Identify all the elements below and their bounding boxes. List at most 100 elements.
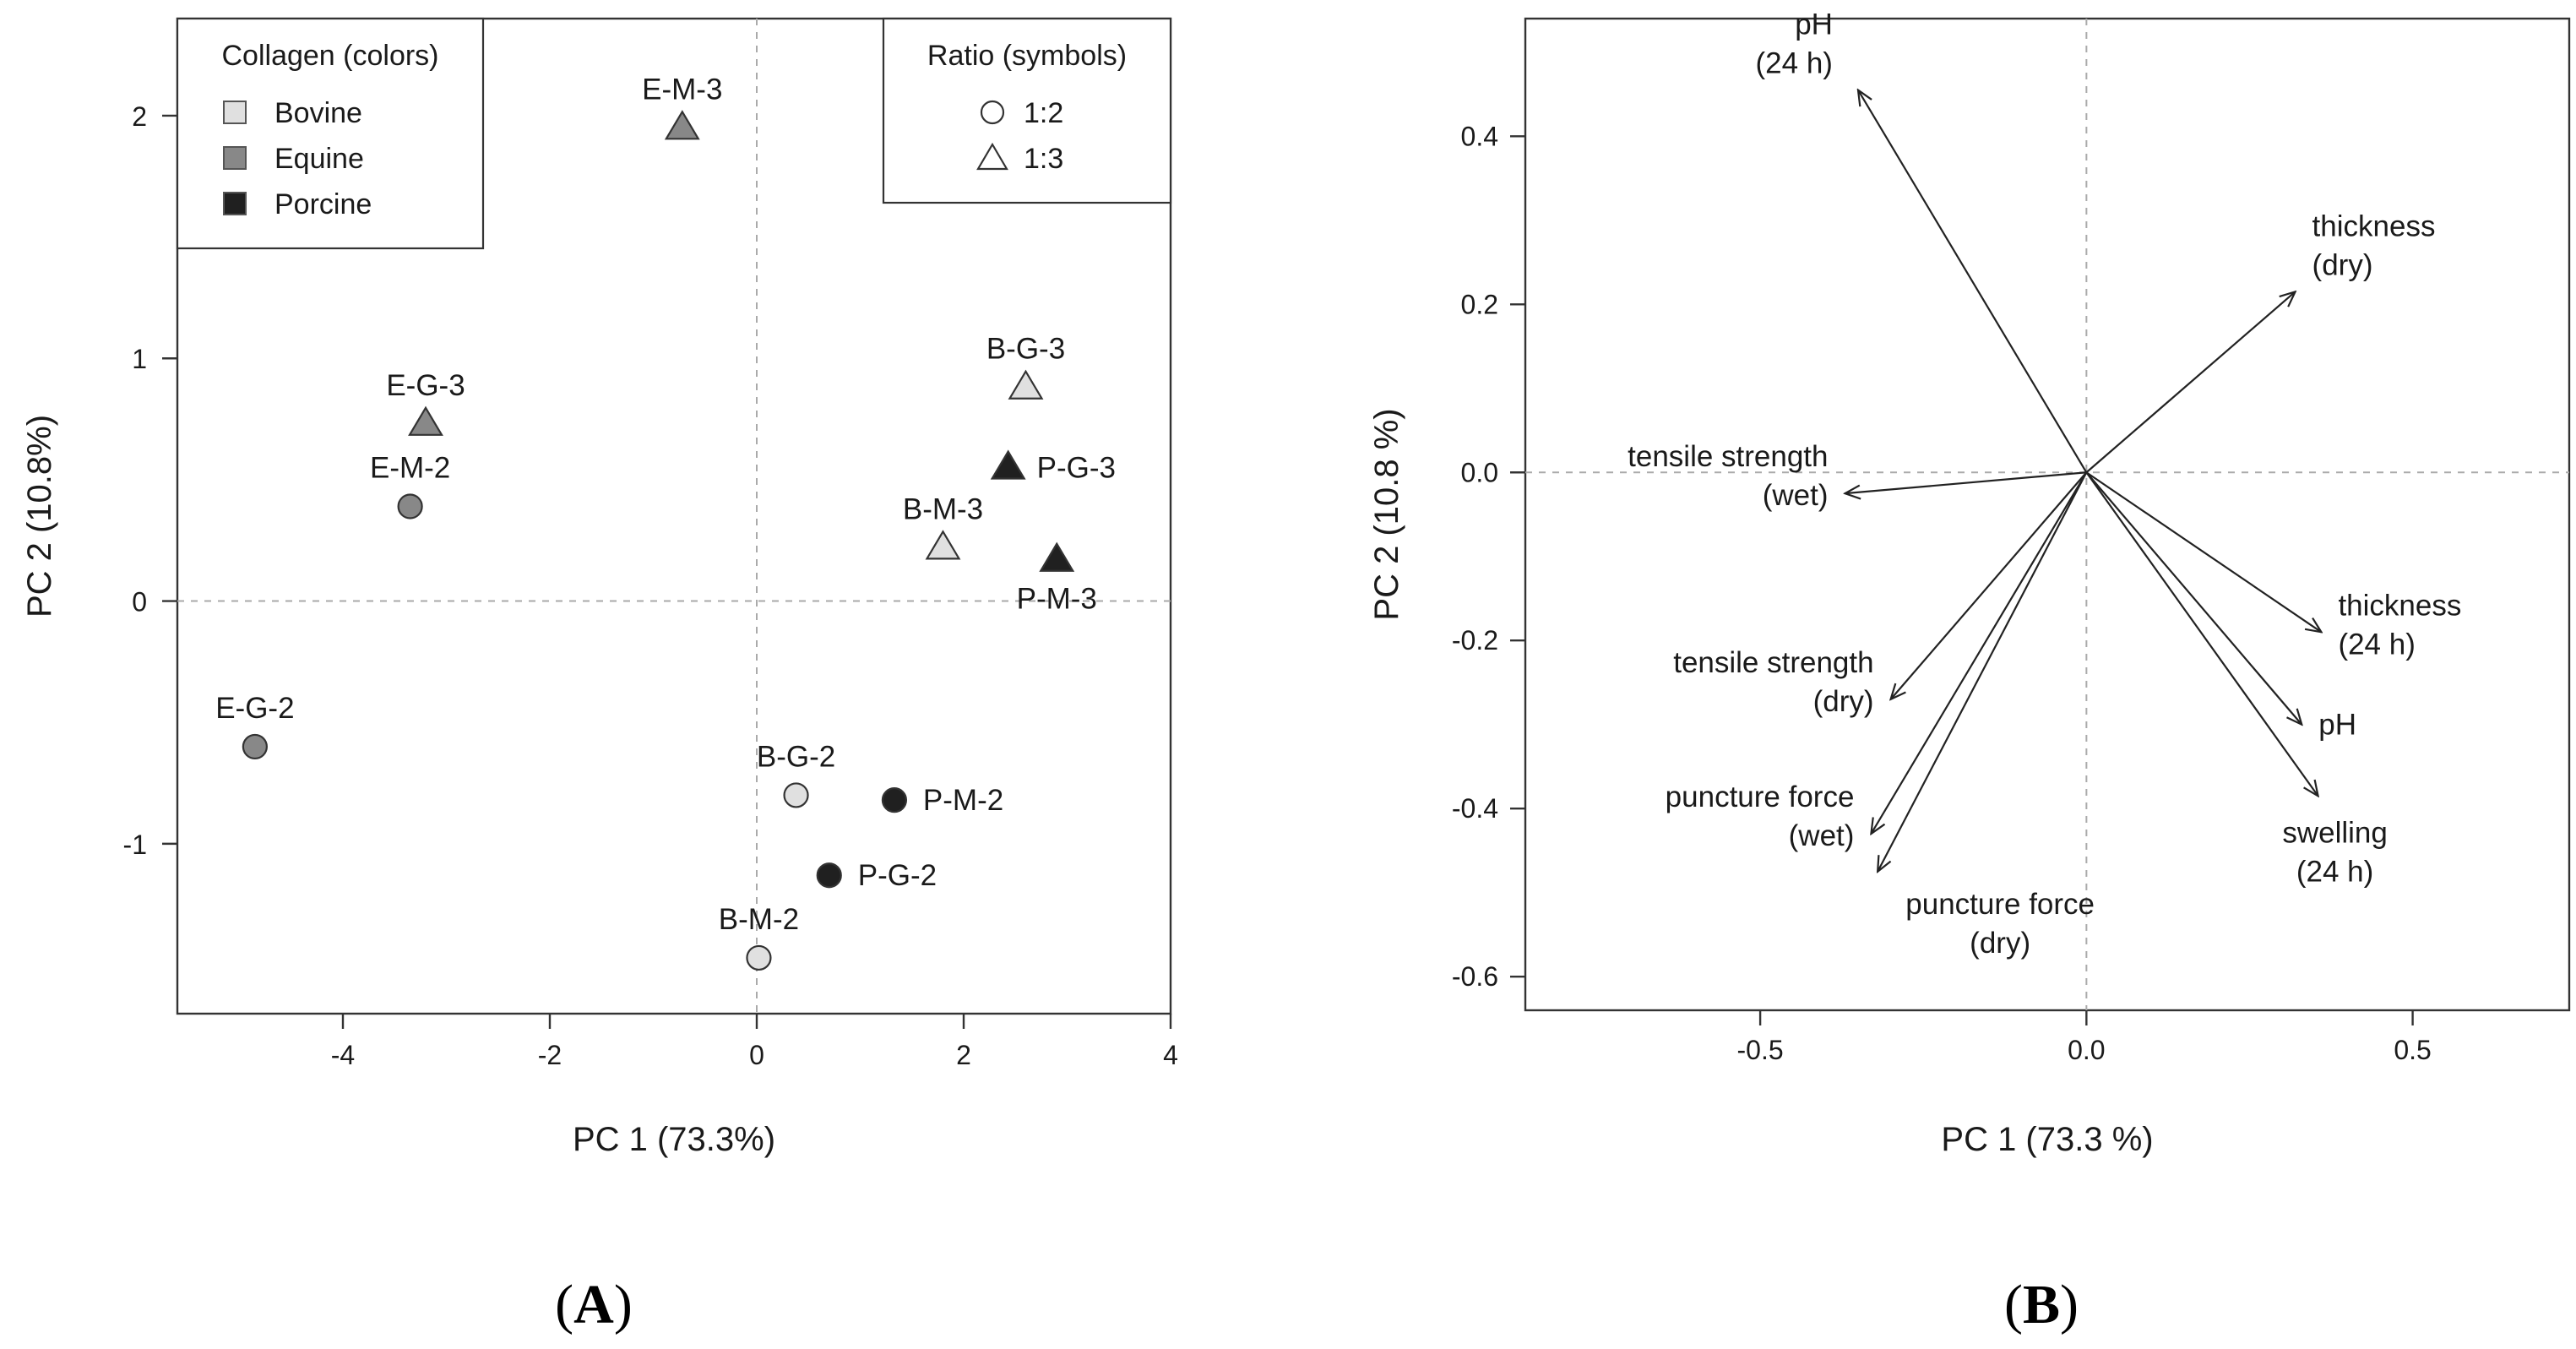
loading-label-line: pH [1795,8,1833,41]
legend-swatch [223,146,247,170]
x-tick-label: -2 [538,1040,562,1070]
loading-label: thickness (24 h) [2338,589,2461,661]
point-p-m-2 [881,787,908,813]
loading-label: tensile strength (dry) [1673,646,1873,718]
loading-arrow [1858,90,2088,473]
point-p-g-3 [990,449,1026,480]
loading-label-line: (wet) [1763,479,1829,512]
point-e-g-3 [408,405,443,436]
legend-label: Porcine [274,188,372,220]
chart-a-frame [176,17,1172,1015]
loading-label: pH [2318,709,2356,742]
loading-label: puncture force (wet) [1666,781,1855,852]
y-tick-label: 0.2 [1461,289,1498,319]
loading-arrow [2085,471,2321,632]
point-label: P-G-3 [1037,452,1116,485]
loading-label-line: tensile strength [1628,440,1828,473]
legend-collagen-title: Collagen (colors) [222,40,439,72]
point-p-g-2 [816,862,842,889]
loading-arrow [1845,471,2087,493]
loading-label: swelling (24 h) [2282,816,2388,888]
loading-label-line: (dry) [1970,927,2030,960]
loading-label-line: puncture force [1666,781,1855,813]
point-label: B-G-2 [757,740,835,773]
y-tick-label: -0.4 [1452,793,1498,824]
loading-label-line: pH [2318,709,2356,742]
point-label: B-M-3 [903,492,983,525]
legend-label: 1:3 [1024,143,1063,175]
loading-label-line: (dry) [1813,685,1874,718]
x-axis-title: PC 1 (73.3 %) [1941,1121,2153,1158]
chart-a: -4 -2 0 2 4 -1 0 1 2 PC 1 (73.3%) PC 2 (10.8%) Coll… [21,17,1178,1158]
loading-label-line: tensile strength [1673,646,1873,679]
loading-label-line: (24 h) [2296,855,2373,888]
loading-label: thickness (dry) [2312,209,2436,281]
loading-label-line: (24 h) [1756,47,1833,80]
point-label: B-G-3 [986,333,1065,366]
point-label: P-M-2 [923,784,1003,817]
y-tick-label: 0 [132,587,147,617]
y-tick-label: 1 [132,344,147,374]
chart-b-frame [1524,17,2571,1012]
point-label: B-M-2 [719,903,799,936]
legend-collagen: Collagen (colors) Bovine Equine Porcine [176,17,485,250]
point-label: E-G-3 [386,369,465,402]
legend-swatch [223,101,247,124]
loading-label-line: puncture force [1905,888,2095,921]
legend-triangle-icon [976,142,1008,171]
point-p-m-3 [1039,541,1075,572]
point-label: P-M-3 [1017,583,1097,616]
loading-label: puncture force (dry) [1905,888,2095,960]
loading-arrow [1871,471,2088,834]
y-tick-label: -0.6 [1452,961,1498,992]
x-axis-title: PC 1 (73.3%) [573,1121,775,1158]
x-tick-label: 0 [749,1040,764,1070]
loading-label-line: thickness [2338,589,2461,622]
y-tick-label: 0.4 [1461,121,1498,151]
legend-ratio: Ratio (symbols) 1:2 1:3 [882,17,1172,204]
point-b-m-3 [925,530,961,560]
loading-arrow [1891,471,2088,699]
legend-label: Bovine [274,97,362,129]
loading-label: pH (24 h) [1756,8,1833,80]
loading-label-line: (wet) [1789,819,1855,852]
point-label: P-G-2 [858,859,937,892]
y-tick-label: -1 [123,830,147,860]
loading-label-line: (24 h) [2338,628,2415,661]
point-label: E-M-2 [370,452,450,485]
y-tick-label: 0.0 [1461,457,1498,487]
point-e-m-3 [664,110,700,140]
point-label: E-G-2 [215,692,294,725]
loading-arrow [2085,471,2302,724]
panel-label-b: (B) [2004,1274,2079,1335]
point-b-g-2 [783,782,809,808]
legend-ratio-title: Ratio (symbols) [927,40,1127,72]
x-tick-label: -0.5 [1737,1035,1784,1065]
y-tick-label: 2 [132,101,147,132]
legend-label: Equine [274,143,364,175]
y-tick-label: -0.2 [1452,625,1498,655]
loading-label-line: (dry) [2312,248,2373,281]
panel-label-a: (A) [555,1274,633,1335]
legend-swatch [223,192,247,215]
x-tick-label: 4 [1163,1040,1178,1070]
legend-ratio-box [882,17,1172,204]
loading-arrow [2085,291,2295,474]
loading-arrow [1878,471,2088,872]
point-e-m-2 [397,493,423,519]
loading-label-line: thickness [2312,209,2436,242]
x-tick-label: 2 [956,1040,971,1070]
loading-arrow [2085,471,2318,796]
point-b-m-2 [746,944,772,971]
x-tick-label: 0.0 [2068,1035,2105,1065]
legend-label: 1:2 [1024,97,1063,129]
point-e-g-2 [242,733,268,760]
x-tick-label: -4 [331,1040,355,1070]
loading-label: tensile strength (wet) [1628,440,1828,512]
chart-b: -0.5 0.0 0.5 -0.6 -0.4 -0.2 0.0 0.2 0.4 PC 1 (73.… [1368,8,2569,1158]
x-tick-label: 0.5 [2394,1035,2431,1065]
point-b-g-3 [1008,369,1044,400]
point-label: E-M-3 [642,73,722,106]
y-axis-title: PC 2 (10.8 %) [1368,408,1405,620]
